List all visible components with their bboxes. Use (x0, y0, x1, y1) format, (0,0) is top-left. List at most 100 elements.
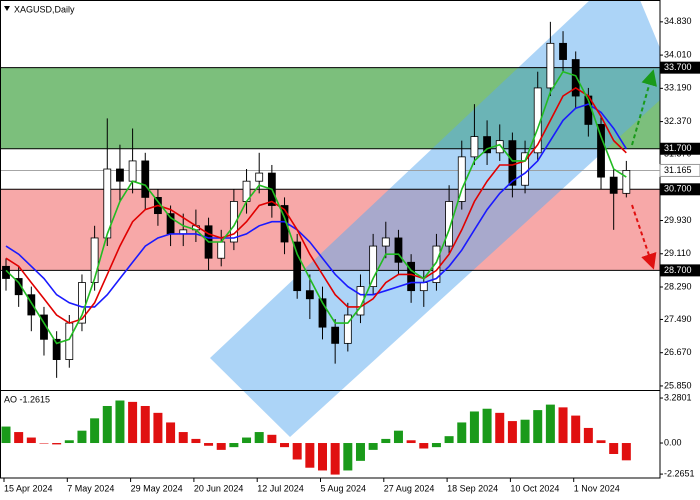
ao-bar (26, 437, 36, 444)
indicator-title: AO -1.2615 (4, 394, 50, 404)
candle-body (483, 136, 491, 154)
ao-bar (153, 412, 163, 444)
candle-body (217, 241, 226, 259)
ao-bar (102, 405, 112, 444)
x-tick-label: 27 Aug 2024 (384, 483, 435, 493)
ao-bar (216, 443, 226, 450)
moving-average (5, 103, 627, 308)
ao-bar (242, 437, 252, 444)
candle-body (229, 201, 238, 243)
ao-bar (609, 443, 619, 454)
ao-bar (393, 430, 403, 444)
ao-bar (571, 415, 581, 444)
ao-bar (444, 436, 454, 444)
candle-body (293, 241, 302, 292)
y-tick-label: 26.670 (664, 347, 692, 357)
current-price-label: 31.165 (664, 165, 692, 175)
candle-body (318, 298, 327, 328)
axes: 34.83034.01033.19032.37031.57029.93029.1… (3, 16, 700, 493)
x-tick-label: 12 Jul 2024 (257, 483, 304, 493)
ao-bar (128, 401, 138, 444)
ao-bar (115, 400, 125, 444)
current-price-box (659, 163, 700, 177)
ao-bar (254, 432, 264, 444)
candle-body (14, 278, 23, 296)
ao-bar (292, 443, 302, 460)
y-tick-label: 29.930 (664, 215, 692, 225)
plot (1, 21, 631, 475)
candle-body (65, 322, 74, 360)
y-tick-label: 28.290 (664, 281, 692, 291)
ao-bar (583, 427, 593, 444)
candle-body (559, 42, 567, 60)
candle-body (305, 290, 314, 300)
ao-bar (52, 443, 62, 445)
level-label-box (660, 183, 700, 196)
ao-bar (507, 421, 517, 444)
x-tick-label: 18 Sep 2024 (447, 483, 498, 493)
chart-title: XAGUSD,Daily (14, 4, 75, 14)
y-tick-label: 34.010 (664, 49, 692, 59)
y-tick-label: 25.850 (664, 380, 692, 390)
moving-average (5, 70, 627, 345)
candle-body (546, 42, 555, 89)
candle-body (331, 326, 340, 344)
ao-bar (545, 404, 555, 444)
candle-body (255, 172, 264, 182)
ao-bar (355, 443, 365, 461)
level-label-box (660, 264, 700, 277)
ao-bar (1, 426, 11, 444)
ao-bar (381, 438, 391, 444)
ao-bar (191, 438, 201, 444)
x-tick-label: 10 Oct 2024 (510, 483, 559, 493)
ao-bar (431, 443, 441, 448)
y-tick-label: -2.2651 (664, 468, 695, 478)
level-label-box (660, 142, 700, 155)
candle-body (343, 314, 352, 344)
candle-body (508, 140, 517, 186)
x-tick-label: 20 Jun 2024 (194, 483, 244, 493)
level-label: 31.700 (664, 143, 692, 153)
ao-bar (318, 443, 327, 471)
ao-bar (596, 440, 606, 444)
candle-body (103, 168, 112, 239)
ao-bar (558, 407, 568, 444)
ao-bar (520, 419, 530, 444)
candle-body (622, 170, 631, 194)
ao-bar (469, 411, 479, 444)
candle-body (40, 314, 48, 340)
ao-bar (64, 440, 74, 444)
ao-bar (280, 443, 290, 448)
candle-body (470, 136, 479, 158)
y-tick-label: 32.370 (664, 116, 692, 126)
level-label: 33.700 (664, 62, 692, 72)
candle-body (597, 124, 605, 178)
ao-bar (482, 408, 492, 444)
candle-body (407, 261, 416, 292)
y-tick-label: 34.830 (664, 16, 692, 26)
y-tick-label: 0.00 (664, 437, 682, 447)
ao-bar (229, 443, 239, 448)
candle-body (457, 156, 466, 202)
plot-border (0, 0, 661, 479)
symbol-icon (4, 6, 10, 11)
candle-body (369, 245, 378, 288)
level-label: 30.700 (664, 184, 692, 194)
candle-body (432, 245, 441, 283)
ao-bar (457, 422, 467, 444)
candle-body (394, 237, 403, 263)
candle-body (609, 176, 618, 194)
ao-bar (419, 443, 429, 449)
levels (0, 67, 660, 271)
candle-body (419, 282, 428, 292)
level-label: 28.700 (664, 265, 692, 275)
y-tick-label: 33.190 (664, 83, 692, 93)
y-tick-label: 29.110 (664, 248, 691, 258)
ao-bar (204, 443, 214, 446)
candle-body (141, 160, 150, 198)
x-tick-label: 5 Aug 2024 (321, 483, 367, 493)
up-arrow (631, 69, 657, 146)
candle-body (116, 168, 124, 182)
